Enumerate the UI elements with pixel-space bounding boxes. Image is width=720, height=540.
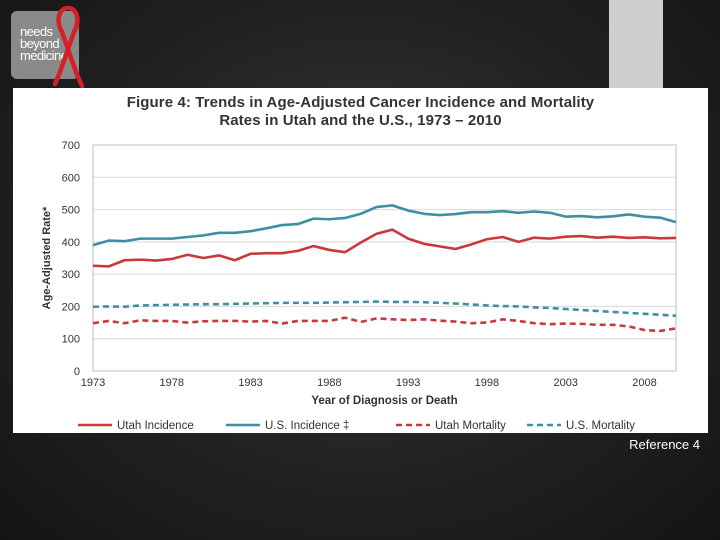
plot-area-border xyxy=(92,144,677,372)
x-tick-label: 1983 xyxy=(238,377,262,389)
y-tick-label: 300 xyxy=(62,269,80,281)
line-chart: 0 100 200 300 400 500 600 700 1973 1978 1983 1988 19… xyxy=(41,140,677,432)
legend-label: U.S. Incidence ‡ xyxy=(265,420,349,432)
logo-line: medicine xyxy=(20,48,68,63)
y-tick-label: 600 xyxy=(62,172,80,184)
x-tick-label: 1978 xyxy=(160,377,184,389)
logo-line: needs xyxy=(20,24,53,39)
figure-title-line-2: Rates in Utah and the U.S., 1973 – 2010 xyxy=(219,112,502,129)
series-line xyxy=(92,300,677,318)
x-tick-label: 1998 xyxy=(475,377,499,389)
y-tick-label: 200 xyxy=(62,301,80,313)
legend-label: Utah Mortality xyxy=(435,420,506,432)
figure-title-line-1: Figure 4: Trends in Age-Adjusted Cancer … xyxy=(126,94,595,111)
x-axis-label: Year of Diagnosis or Death xyxy=(311,395,457,407)
y-tick-label: 100 xyxy=(62,334,80,346)
series-line xyxy=(92,204,677,247)
y-tick-label: 400 xyxy=(62,237,80,249)
legend-label: U.S. Mortality xyxy=(566,420,635,432)
reference-label: Reference 4 xyxy=(629,437,700,452)
red-ribbon-icon xyxy=(52,5,85,88)
x-tick-label: 1973 xyxy=(81,377,105,389)
y-axis-label: Age-Adjusted Rate* xyxy=(41,206,53,309)
series-line xyxy=(92,316,677,333)
x-tick-label: 1988 xyxy=(317,377,341,389)
figure-panel: Figure 4: Trends in Age-Adjusted Cancer … xyxy=(13,88,708,433)
x-tick-label: 2008 xyxy=(632,377,656,389)
legend-label: Utah Incidence xyxy=(117,420,194,432)
y-tick-label: 700 xyxy=(62,140,80,152)
logo-line: beyond xyxy=(20,36,60,51)
x-tick-label: 1993 xyxy=(396,377,420,389)
y-tick-label: 0 xyxy=(74,366,80,378)
decorative-block xyxy=(609,0,663,88)
series-line xyxy=(92,228,677,268)
y-tick-label: 500 xyxy=(62,205,80,217)
x-tick-label: 2003 xyxy=(553,377,577,389)
